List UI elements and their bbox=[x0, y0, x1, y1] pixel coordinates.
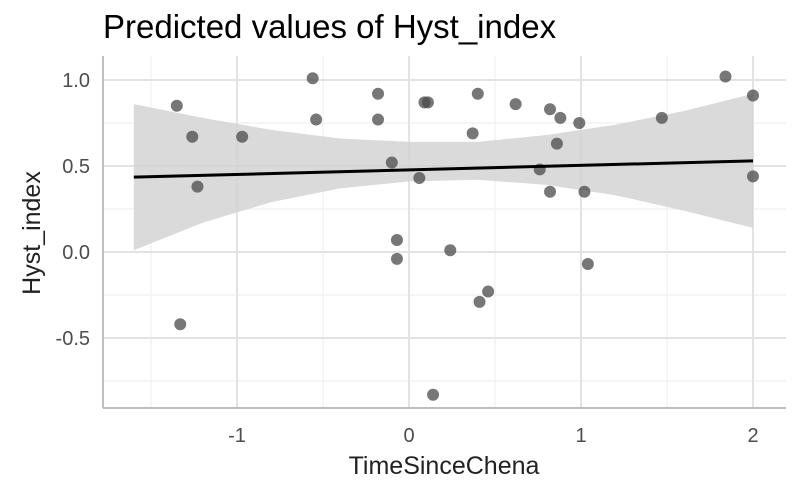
y-tick-labels: -0.5 0.0 0.5 1.0 bbox=[56, 70, 90, 350]
data-points bbox=[170, 70, 759, 401]
data-point bbox=[578, 185, 591, 198]
data-point bbox=[421, 96, 434, 109]
fit-line bbox=[133, 159, 754, 179]
data-point bbox=[471, 87, 484, 100]
data-point bbox=[191, 180, 204, 193]
data-point bbox=[719, 70, 732, 83]
x-tick-label: -1 bbox=[228, 425, 246, 447]
x-tick-labels: -1 0 1 2 bbox=[228, 425, 758, 447]
x-tick-label: 0 bbox=[403, 425, 414, 447]
data-point bbox=[550, 137, 563, 150]
data-point bbox=[482, 285, 495, 298]
data-point bbox=[390, 252, 403, 265]
y-tick-label: 0.5 bbox=[62, 156, 90, 178]
data-point bbox=[390, 233, 403, 246]
data-point bbox=[413, 172, 426, 185]
data-point bbox=[236, 130, 249, 143]
grid bbox=[103, 56, 786, 408]
data-point bbox=[427, 388, 440, 401]
y-tick-label: -0.5 bbox=[56, 328, 90, 350]
data-point bbox=[581, 258, 594, 271]
data-point bbox=[372, 87, 385, 100]
data-point bbox=[466, 127, 479, 140]
data-point bbox=[747, 89, 759, 102]
data-point bbox=[554, 111, 567, 124]
data-point bbox=[573, 117, 586, 129]
x-axis-title: TimeSinceChena bbox=[349, 452, 540, 480]
confidence-band bbox=[133, 93, 754, 251]
data-point bbox=[747, 170, 759, 183]
x-tick-label: 2 bbox=[747, 425, 758, 447]
data-point bbox=[306, 72, 319, 85]
data-point bbox=[170, 99, 183, 112]
data-point bbox=[444, 244, 457, 257]
data-point bbox=[509, 98, 522, 111]
data-point bbox=[473, 295, 486, 308]
data-point bbox=[186, 130, 199, 143]
data-point bbox=[655, 111, 668, 124]
data-point bbox=[385, 156, 398, 169]
data-point bbox=[544, 185, 557, 198]
data-point bbox=[372, 113, 385, 126]
data-point bbox=[174, 318, 187, 331]
y-tick-label: 0.0 bbox=[62, 242, 90, 264]
x-tick-label: 1 bbox=[575, 425, 586, 447]
y-axis-title: Hyst_index bbox=[18, 171, 46, 295]
data-point bbox=[544, 103, 557, 116]
chart-title: Predicted values of Hyst_index bbox=[103, 8, 557, 45]
data-point bbox=[310, 113, 323, 126]
y-tick-label: 1.0 bbox=[62, 70, 90, 92]
